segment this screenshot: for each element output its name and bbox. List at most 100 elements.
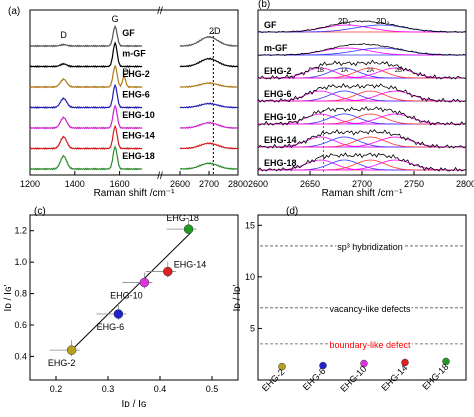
panel-a-series-label: EHG-14: [122, 131, 155, 141]
panel-a-spectrum-line: [29, 41, 239, 68]
panel-c-point-label: EHG-6: [97, 322, 125, 332]
panel-b-series-label: EHG-18: [264, 158, 297, 168]
panel-b-xtick-label: 2750: [404, 179, 424, 189]
panel-b-spectrum-line: [257, 152, 467, 172]
panel-c-xtick-label: 0.3: [102, 384, 115, 394]
panel-c-point: [139, 277, 150, 288]
panel-b-label-component: 2A: [367, 68, 374, 74]
panel-d-point: [319, 361, 327, 370]
panel-d-ytick-label: 5: [250, 323, 255, 333]
panel-a-series-label: EHG-2: [122, 69, 150, 79]
panel-a-peak-g: G: [112, 14, 119, 24]
panel-c-xlabel: Iᴅ / Iɢ: [122, 399, 147, 410]
panel-a-xtick-label: 2600: [170, 179, 190, 189]
panel-d-point: [442, 357, 450, 366]
panel-b-xlabel: Raman shift /cm⁻¹: [322, 188, 404, 199]
panel-d-point-label: EHG-18: [420, 362, 450, 392]
panel-b-spectrum-line: [258, 105, 467, 126]
panel-a-spectrum-line: [29, 83, 239, 109]
panel-d-point-label: EHG-6: [301, 366, 328, 393]
panel-b-spectrum-line: [257, 129, 467, 149]
panel-c-point: [113, 309, 124, 319]
panel-b-series-label: m-GF: [264, 43, 288, 53]
panel-b-spectra: [257, 20, 467, 172]
panel-b-xtick-label: 2800: [456, 179, 474, 189]
panel-d-point-label: EHG-14: [379, 363, 409, 393]
panel-a-xtick-label: 1200: [20, 179, 40, 189]
panel-b-spectrum-line: [257, 59, 467, 80]
panel-c-xtick-label: 0.5: [206, 384, 219, 394]
panel-a-series-label: EHG-10: [122, 110, 155, 120]
panel-a-xtick-label: 1400: [65, 179, 85, 189]
panel-c: (c) 0.2 0.3 0.4 0.50.40.60.81.01.2 EHG-2EHG…: [3, 206, 239, 410]
panel-d-reference-label: vacancy-like defects: [329, 304, 411, 314]
panel-c-points: EHG-2 EHG-6 EHG-10 EHG-14 EHG-18: [48, 213, 206, 368]
panel-b-label-2d2: 2D₂: [376, 17, 389, 26]
panel-a-frame: [29, 9, 239, 176]
panel-a-spectrum-line: [29, 104, 239, 130]
panel-d-point-label: EHG-10: [338, 364, 368, 394]
panel-b-component-labels: 2D₁ 2D₂ 1B 1A 2A 2B: [317, 17, 402, 74]
panel-b: (b) 2600 2650 2700 2750 2800 GF m-GF EHG-2 EHG-…: [248, 0, 474, 199]
panel-c-point-label: EHG-14: [174, 260, 207, 270]
panel-c-ylabel: Iᴅ / Iɢ': [3, 284, 14, 311]
panel-a-series-labels: GF m-GF EHG-2 EHG-6 EHG-10 EHG-14 EHG-18: [122, 28, 155, 161]
panel-a-series-label: GF: [122, 28, 135, 38]
panel-a: (a) 1200 1400 1600 2600 2700 2800 // // GF m-GF E…: [8, 6, 248, 199]
panel-a-peak-2d: 2D: [209, 26, 221, 36]
panel-c-tag: (c): [34, 206, 46, 217]
panel-b-series-label: EHG-2: [264, 66, 292, 76]
panel-d-ytick-label: 10: [245, 272, 255, 282]
panel-c-ytick-label: 1.0: [14, 257, 27, 267]
panel-d-points: sp³ hybridization vacancy-like defects bou…: [260, 240, 464, 394]
panel-b-series-label: EHG-10: [264, 112, 297, 122]
panel-a-peak-labels: D G D' 2D: [60, 14, 221, 77]
panel-a-spectra: [29, 24, 239, 171]
panel-c-point-label: EHG-18: [166, 213, 199, 223]
panel-a-xtick-label: 1600: [110, 179, 130, 189]
panel-b-label-component: 2B: [395, 68, 402, 74]
panel-b-series-label: EHG-6: [264, 89, 292, 99]
panel-d: (d) 5 10 15 sp³ hybridization vacancy-like …: [232, 206, 467, 394]
panel-b-xtick-label: 2600: [248, 179, 268, 189]
panel-d-frame: [257, 214, 467, 381]
panel-a-spectrum-line: [29, 145, 239, 171]
panel-b-series-labels: GF m-GF EHG-2 EHG-6 EHG-10 EHG-14 EHG-18: [264, 20, 297, 168]
panel-d-tag: (d): [286, 206, 298, 217]
panel-d-point: [278, 362, 286, 371]
panel-d-reference-label: sp³ hybridization: [337, 242, 403, 252]
panel-d-reference-label: boundary-like defect: [329, 340, 411, 350]
panel-b-component-curve: [258, 159, 466, 171]
panel-b-label-component: 1A: [341, 68, 348, 74]
panel-b-xtick-label: 2650: [300, 179, 320, 189]
panel-a-series-label: EHG-18: [122, 151, 155, 161]
panel-c-ytick-label: 0.4: [14, 351, 27, 361]
panel-d-point: [401, 358, 409, 367]
panel-a-spectrum-line: [29, 64, 239, 89]
panel-b-component-curve: [258, 24, 466, 33]
panel-c-ticks: 0.2 0.3 0.4 0.5 0.4 0.6 0.8 1.0 1.2: [14, 226, 218, 394]
panel-c-point: [183, 224, 194, 234]
panel-c-ytick-label: 0.8: [14, 289, 27, 299]
panel-b-label-2d1: 2D₁: [338, 17, 351, 26]
panel-a-peak-d: D: [60, 30, 67, 40]
panel-a-series-label: EHG-6: [122, 90, 150, 100]
panel-a-spectrum-line: [29, 24, 239, 48]
panel-b-tag: (b): [258, 0, 270, 10]
panel-b-xtick-label: 2700: [352, 179, 372, 189]
panel-d-ytick-label: 15: [245, 220, 255, 230]
panel-b-label-component: 1B: [317, 68, 324, 74]
panel-c-point: [163, 266, 173, 277]
panel-b-series-label: EHG-14: [264, 135, 297, 145]
panel-b-spectrum-line: [257, 20, 466, 34]
panel-c-ytick-label: 0.6: [14, 320, 27, 330]
panel-a-axis-break-top: //: [157, 6, 163, 17]
panel-c-xtick-label: 0.2: [50, 384, 63, 394]
panel-a-xtick-label: 2700: [199, 179, 219, 189]
panel-c-fit-line: [71, 231, 192, 351]
panel-c-ytick-label: 1.2: [14, 226, 27, 236]
panel-a-axis-break-bottom: //: [157, 171, 163, 182]
panel-a-spectrum-line: [29, 124, 239, 150]
panel-b-xticks: 2600 2650 2700 2750 2800: [248, 110, 474, 189]
panel-b-series-label: GF: [264, 20, 277, 30]
